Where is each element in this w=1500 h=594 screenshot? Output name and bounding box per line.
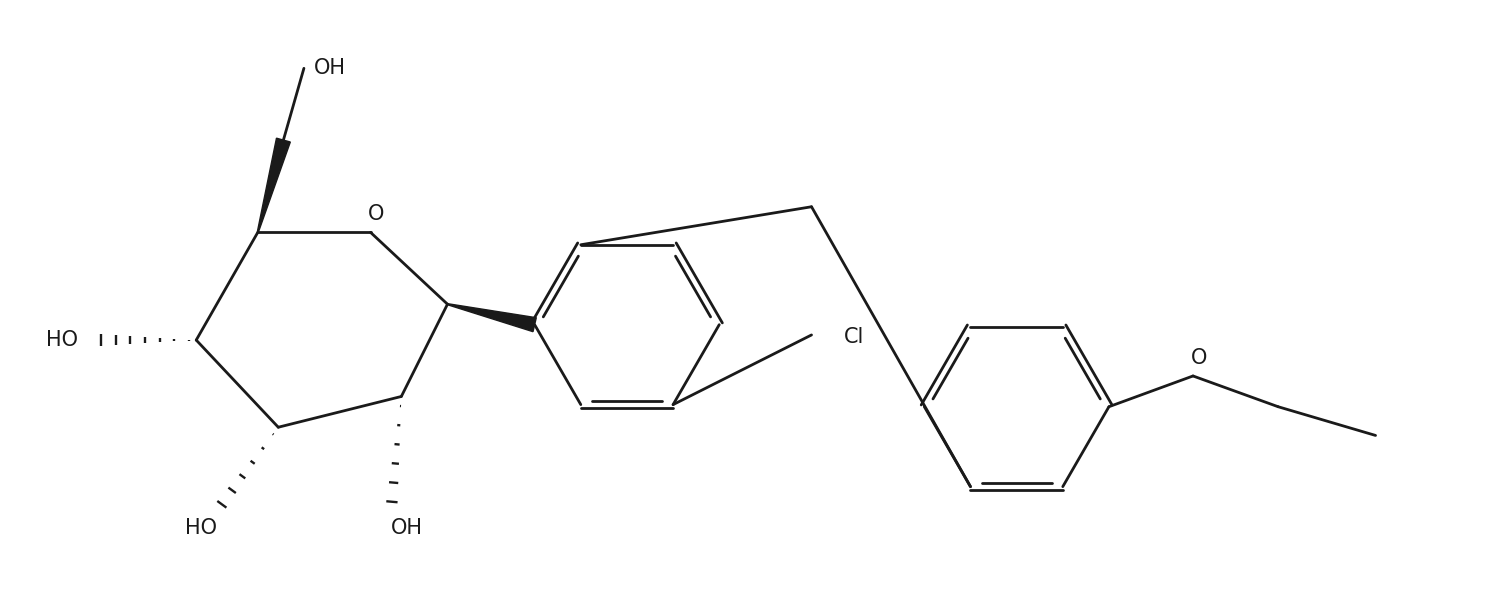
Polygon shape	[447, 304, 537, 331]
Text: HO: HO	[46, 330, 78, 350]
Text: HO: HO	[186, 518, 218, 538]
Text: Cl: Cl	[844, 327, 864, 347]
Text: OH: OH	[314, 58, 345, 78]
Polygon shape	[258, 138, 291, 232]
Text: OH: OH	[390, 518, 423, 538]
Text: O: O	[368, 204, 384, 224]
Text: O: O	[1191, 347, 1208, 368]
